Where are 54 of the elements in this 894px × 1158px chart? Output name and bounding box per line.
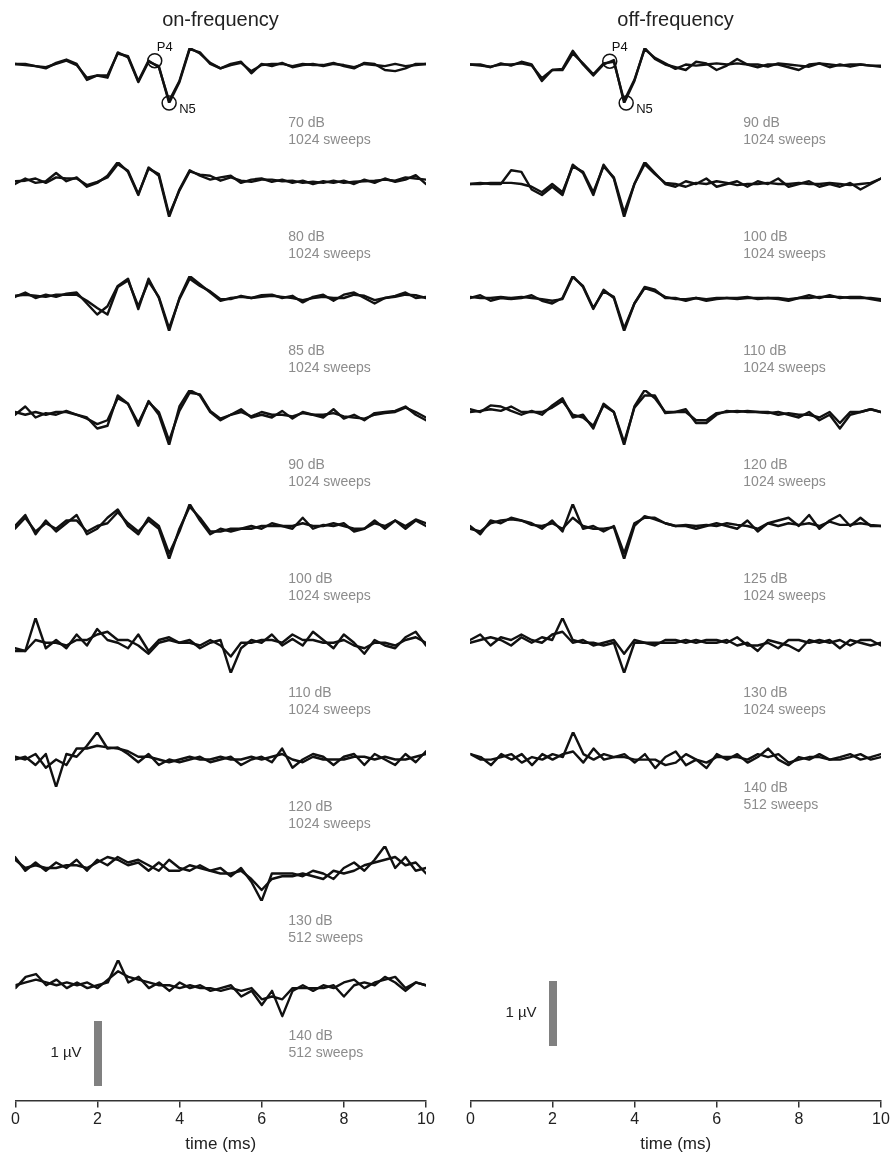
x-tick-label: 6: [257, 1110, 267, 1128]
text: 70 dB: [288, 114, 325, 130]
annotation: 140 dB: [743, 779, 788, 796]
text: 90 dB: [743, 114, 780, 130]
x-tick-label: 6: [712, 1110, 722, 1128]
text: 512 sweeps: [288, 929, 364, 945]
x-tick-label: 8: [339, 1110, 349, 1128]
text: 1024 sweeps: [743, 359, 826, 375]
text: 125 dB: [743, 570, 788, 586]
text: 90 dB: [288, 456, 325, 472]
x-tick-label: 2: [548, 1110, 558, 1128]
text: 100 dB: [743, 228, 788, 244]
text: 85 dB: [288, 342, 325, 358]
text: 1024 sweeps: [288, 245, 371, 261]
chart-title: off-frequency: [616, 8, 735, 32]
text: 1024 sweeps: [743, 131, 826, 147]
annotation: N5: [179, 101, 196, 116]
x-tick-label: 0: [466, 1110, 475, 1128]
text: 120 dB: [743, 456, 788, 472]
annotation: 512 sweeps: [288, 1044, 364, 1061]
text: 1024 sweeps: [743, 473, 826, 489]
text: 1024 sweeps: [743, 701, 826, 717]
annotation: 512 sweeps: [743, 796, 819, 813]
annotation: 1 µV: [504, 1003, 537, 1021]
annotation: P4: [156, 38, 173, 54]
text: 110 dB: [288, 684, 332, 700]
text: 1024 sweeps: [288, 587, 371, 603]
x-tick-label: 8: [794, 1110, 804, 1128]
x-tick-label: 10: [417, 1110, 435, 1128]
annotation: P4: [611, 39, 628, 55]
text: 130 dB: [743, 684, 788, 700]
annotation: 1 µV: [49, 1043, 82, 1061]
text: 100 dB: [288, 570, 333, 586]
x-axis-title: time (ms): [185, 1134, 257, 1154]
x-tick-label: 4: [175, 1110, 185, 1128]
text: 1024 sweeps: [288, 815, 371, 831]
text: 130 dB: [288, 912, 333, 928]
text: 1024 sweeps: [288, 701, 371, 717]
text: 1024 sweeps: [743, 245, 826, 261]
annotation: 140 dB: [288, 1027, 333, 1044]
text: 110 dB: [743, 342, 787, 358]
x-tick-label: 4: [630, 1110, 640, 1128]
x-axis-title: time (ms): [640, 1134, 712, 1154]
chart-title: on-frequency: [161, 8, 280, 32]
text: 1024 sweeps: [743, 587, 826, 603]
x-tick-label: 2: [93, 1110, 103, 1128]
text: 1024 sweeps: [288, 473, 371, 489]
x-tick-label: 0: [11, 1110, 20, 1128]
x-tick-label: 10: [872, 1110, 890, 1128]
annotation: N5: [636, 101, 653, 116]
text: 120 dB: [288, 798, 333, 814]
text: 1024 sweeps: [288, 359, 371, 375]
text: 1024 sweeps: [288, 131, 371, 147]
text: 80 dB: [288, 228, 325, 244]
